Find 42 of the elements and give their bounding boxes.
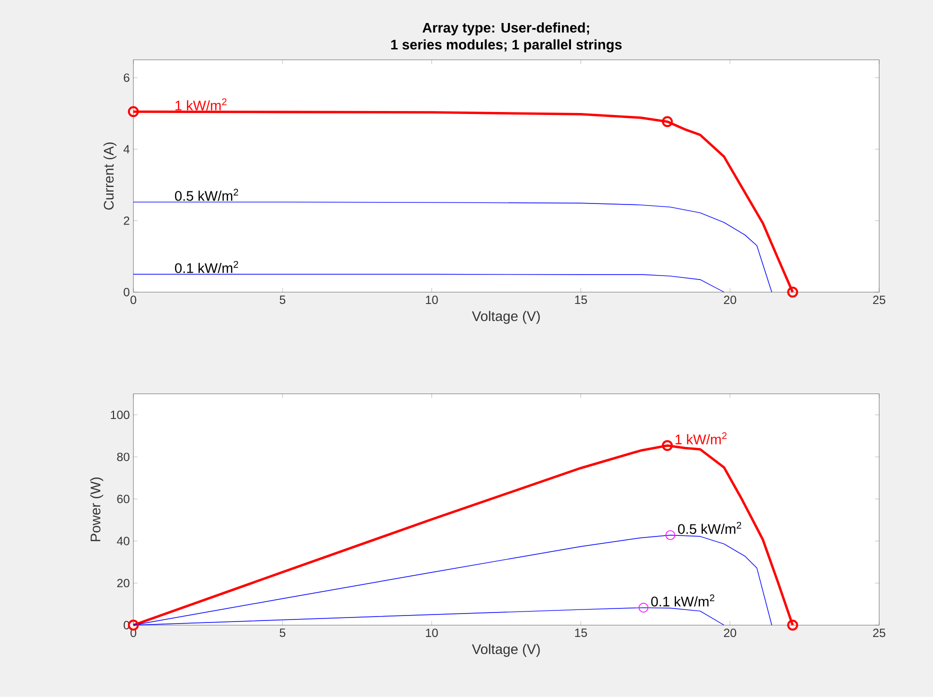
y-tick-label: 6 [124, 74, 130, 82]
series-label: 0.5 kW/m$^{2}$ [175, 188, 238, 201]
x-axis-title: Voltage (V) [472, 310, 540, 324]
series-label: 1 kW/m$^{2}$ [676, 432, 727, 444]
x-tick-label: 25 [873, 296, 886, 304]
chart-title: Array type: User-defined; [422, 22, 590, 36]
x-tick-label: 20 [724, 628, 736, 638]
x-tick-label: 15 [575, 628, 587, 637]
x-tick-label: 10 [426, 628, 438, 638]
x-tick-label: 10 [426, 296, 438, 304]
line-series [133, 202, 772, 293]
x-tick-label: 5 [280, 296, 286, 304]
series-label: 0.1 kW/m$^{2}$ [175, 260, 238, 274]
point [128, 106, 139, 118]
y-tick-label: 60 [117, 494, 130, 504]
point [787, 286, 798, 298]
point [638, 602, 648, 613]
y-tick-label: 2 [124, 216, 130, 225]
y-tick-label: 0 [124, 288, 130, 296]
y-axis-title: Power (W) [90, 478, 104, 542]
y-tick-label: 100 [110, 410, 130, 420]
x-tick-label: 0 [130, 296, 136, 304]
y-tick-label: 40 [116, 536, 130, 546]
series-label: 0.5 kW/m$^{2}$ [678, 522, 742, 534]
x-tick-label: 5 [280, 628, 286, 637]
line-series [132, 110, 794, 294]
y-tick-label: 80 [117, 452, 130, 462]
x-tick-label: 15 [575, 296, 587, 304]
point [665, 530, 676, 540]
x-tick-label: 20 [724, 296, 736, 304]
y-tick-label: 4 [124, 145, 130, 154]
y-axis-title: Current (A) [103, 142, 116, 210]
line-series [132, 444, 794, 626]
point [662, 440, 673, 452]
series-label: 1 kW/m$^{2}$ [176, 98, 226, 110]
point [662, 116, 673, 128]
x-axis-title: Voltage (V) [472, 644, 540, 657]
point [787, 620, 798, 631]
x-tick-label: 25 [873, 628, 886, 638]
chart-subtitle: 1 series modules; 1 parallel strings [391, 39, 622, 52]
series-label: 0.1 kW/m$^{2}$ [651, 594, 714, 607]
y-tick-label: 20 [117, 578, 130, 588]
